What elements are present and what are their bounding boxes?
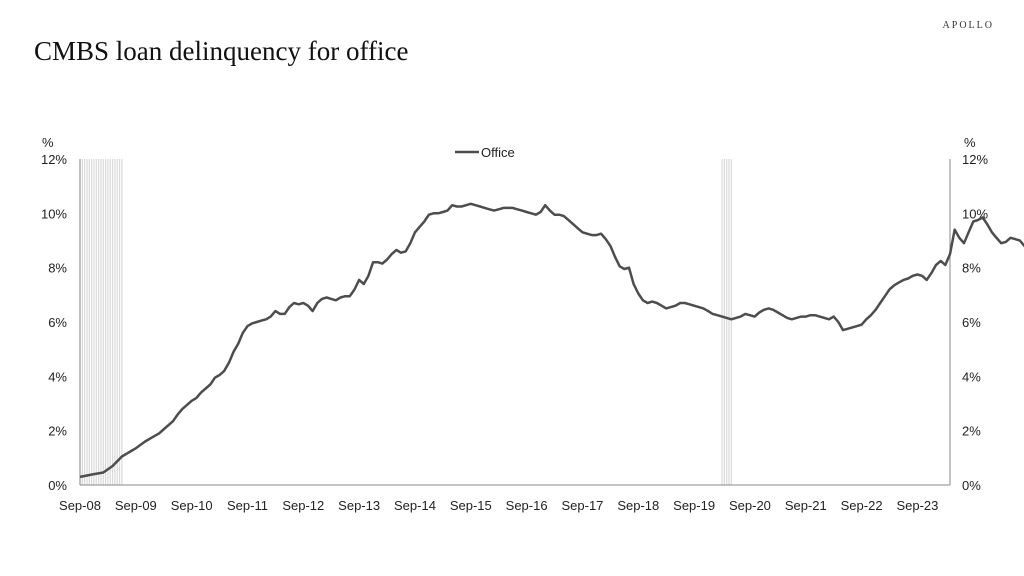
chart-title: CMBS loan delinquency for office	[34, 36, 409, 66]
x-tick-labels: Sep-08 Sep-09 Sep-10 Sep-11 Sep-12 Sep-13 Sep-…	[59, 498, 938, 513]
x-tick-label: Sep-08	[59, 498, 101, 513]
series-line-office	[79, 202, 1024, 479]
brand-logo: APOLLO	[942, 20, 994, 31]
y-tick-label-left: 12%	[41, 152, 67, 167]
x-tick-label: Sep-10	[171, 498, 213, 513]
x-tick-label: Sep-23	[896, 498, 938, 513]
x-tick-label: Sep-11	[227, 498, 268, 513]
y-tick-label-right: 6%	[962, 315, 981, 330]
y-tick-label-left: 0%	[48, 478, 67, 493]
y-tick-label-left: 4%	[48, 369, 67, 384]
y-axis-label-right: %	[964, 135, 976, 150]
x-tick-label: Sep-18	[617, 498, 659, 513]
y-tick-label-left: 10%	[41, 206, 67, 221]
x-tick-label: Sep-21	[785, 498, 827, 513]
x-tick-label: Sep-22	[841, 498, 883, 513]
y-axis-label-left: %	[42, 135, 54, 150]
x-tick-label: Sep-12	[282, 498, 324, 513]
y-tick-labels-right: 0%2%4%6%8%10%12%	[962, 152, 988, 493]
x-tick-label: Sep-17	[561, 498, 603, 513]
y-tick-label-right: 2%	[962, 424, 981, 439]
y-tick-label-left: 8%	[48, 261, 67, 276]
x-tick-label: Sep-13	[338, 498, 380, 513]
y-tick-label-right: 4%	[962, 369, 981, 384]
x-tick-label: Sep-20	[729, 498, 771, 513]
legend: Office	[455, 145, 515, 160]
y-tick-label-left: 6%	[48, 315, 67, 330]
x-tick-label: Sep-19	[673, 498, 715, 513]
legend-label-office: Office	[481, 145, 515, 160]
y-tick-labels-left: 0% 2% 4% 6% 8% 10% 12%	[41, 152, 67, 493]
x-tick-label: Sep-09	[115, 498, 157, 513]
x-tick-label: Sep-14	[394, 498, 436, 513]
recession-shading	[79, 159, 732, 485]
y-tick-label-right: 0%	[962, 478, 981, 493]
y-tick-label-right: 12%	[962, 152, 988, 167]
y-tick-label-right: 8%	[962, 261, 981, 276]
axes	[79, 159, 951, 486]
y-tick-label-left: 2%	[48, 424, 67, 439]
x-tick-label: Sep-16	[506, 498, 548, 513]
x-tick-label: Sep-15	[450, 498, 492, 513]
